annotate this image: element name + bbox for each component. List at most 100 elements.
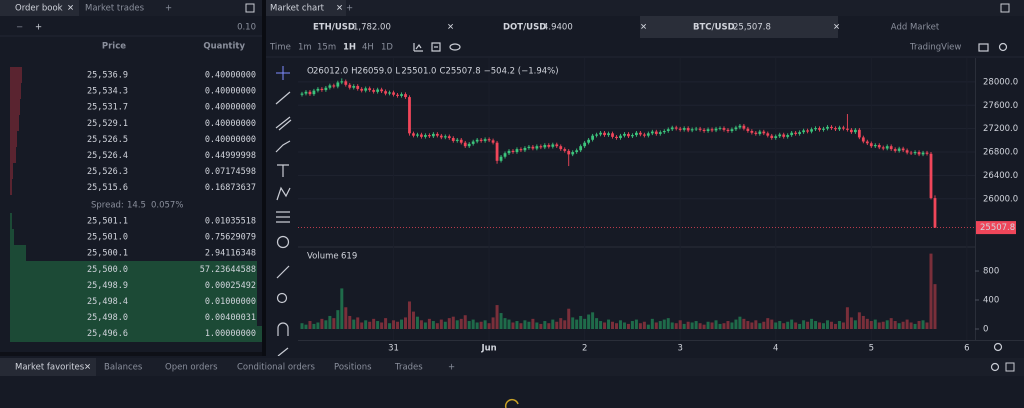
close-icon[interactable]: ✕ — [336, 4, 343, 14]
magnet-tool[interactable] — [277, 322, 289, 336]
close-icon[interactable]: ✕ — [84, 363, 91, 373]
candle-body — [595, 134, 598, 136]
camera-icon[interactable] — [978, 43, 989, 52]
chart-style[interactable]: TradingView — [909, 43, 961, 53]
active-tab[interactable] — [266, 0, 346, 16]
interval[interactable]: 1H — [343, 43, 356, 53]
volume-bar — [766, 318, 770, 329]
volume-bar — [571, 317, 575, 329]
close-icon[interactable]: ✕ — [833, 23, 840, 33]
candlestick-chart: 28000.0 27600.0 27200.0 26800.0 26400.0 26000… — [298, 58, 1018, 354]
volume-bar — [889, 318, 893, 329]
add-tab[interactable]: + — [448, 363, 455, 373]
maximize-icon[interactable] — [1005, 362, 1015, 372]
lock-tool[interactable] — [277, 347, 289, 357]
volume-bar — [583, 318, 587, 329]
bid-price: 25,498.0 — [87, 313, 128, 323]
candle-body — [591, 135, 595, 140]
candle-body — [682, 128, 686, 130]
volume-bar — [595, 318, 599, 329]
channel-tool[interactable] — [275, 116, 292, 131]
candle-body — [790, 132, 794, 136]
brush-tool[interactable] — [275, 140, 291, 153]
candle-body — [913, 152, 917, 154]
add-tab[interactable]: + — [165, 4, 172, 14]
candle-body — [316, 88, 320, 91]
candle-body — [674, 127, 678, 129]
candle-body — [559, 146, 563, 150]
candle-body — [694, 128, 698, 130]
interval[interactable]: Time — [269, 43, 291, 53]
candle-body — [599, 132, 602, 135]
market-symbol[interactable]: BTC/USD — [693, 23, 735, 33]
close-icon[interactable]: ✕ — [67, 4, 74, 14]
spread-percent: 0.057% — [151, 201, 183, 211]
active-market-tab[interactable] — [640, 16, 838, 38]
tab-order-book[interactable]: Order book — [15, 4, 63, 14]
candle-body — [826, 126, 829, 129]
volume-bar — [654, 322, 658, 329]
volume-bar — [483, 320, 487, 329]
ruler-tool[interactable] — [276, 265, 290, 279]
bottom-tab[interactable]: Balances — [104, 363, 143, 373]
fib-tool[interactable] — [276, 211, 290, 223]
step[interactable]: 0.10 — [237, 23, 256, 33]
volume-bar — [758, 323, 762, 329]
market-symbol[interactable]: DOT/USD — [503, 23, 546, 33]
bid-price: 25,498.9 — [87, 281, 128, 291]
add-market[interactable]: Add Market — [891, 23, 940, 33]
close-icon[interactable]: ✕ — [447, 23, 454, 33]
interval[interactable]: 15m — [317, 43, 336, 53]
indicator-icon[interactable] — [413, 43, 423, 52]
interval[interactable]: 4H — [362, 43, 374, 53]
candle-body — [479, 139, 483, 141]
active-tab[interactable] — [0, 358, 96, 376]
maximize-icon[interactable] — [1000, 3, 1010, 13]
emoji-tool[interactable] — [276, 235, 290, 249]
bid-price: 25,501.1 — [87, 217, 128, 227]
market-price[interactable]: 25,507.8 — [733, 23, 771, 33]
settings-icon[interactable] — [990, 362, 1000, 372]
volume-bar — [316, 322, 320, 329]
depth-bar — [10, 261, 257, 342]
line-tool[interactable] — [275, 91, 291, 105]
bottom-tab[interactable]: Open orders — [165, 363, 218, 373]
maximize-icon[interactable] — [245, 3, 255, 13]
candle-body — [447, 136, 451, 139]
bid-quantity: 2.94116348 — [205, 249, 256, 259]
bottom-tab[interactable]: Market favorites — [15, 363, 85, 373]
tab-market-chart[interactable]: Market chart — [270, 4, 325, 14]
interval[interactable]: 1D — [381, 43, 393, 53]
candle-body — [734, 127, 738, 130]
zoom-tool[interactable] — [276, 292, 288, 304]
volume-bar — [372, 318, 376, 329]
market-price[interactable]: 1,782.00 — [353, 23, 391, 33]
fx-icon[interactable] — [431, 42, 441, 52]
bottom-tab[interactable]: Trades — [394, 363, 423, 373]
market-price[interactable]: 4.9400 — [543, 23, 573, 33]
ask-depth — [10, 67, 22, 195]
tab-market-trades[interactable]: Market trades — [85, 4, 145, 14]
candle-body — [555, 144, 559, 147]
bottom-tab[interactable]: Positions — [334, 363, 372, 373]
settings-icon[interactable] — [998, 42, 1008, 52]
close-icon[interactable]: ✕ — [640, 23, 647, 33]
volume-bar — [913, 323, 917, 329]
active-tab[interactable] — [0, 0, 79, 16]
text-tool[interactable] — [277, 164, 289, 177]
crosshair-tool[interactable] — [276, 66, 290, 80]
candle-body — [774, 136, 778, 139]
volume-bar — [551, 319, 555, 329]
candle-body — [491, 140, 495, 143]
bottom-tab[interactable]: Conditional orders — [237, 363, 315, 373]
axis-settings-icon[interactable] — [993, 342, 1003, 352]
minus-button[interactable]: − — [16, 23, 23, 33]
interval[interactable]: 1m — [298, 43, 312, 53]
market-symbol[interactable]: ETH/USD — [313, 23, 355, 33]
add-tab[interactable]: + — [346, 4, 353, 14]
plus-button[interactable]: + — [35, 23, 42, 33]
eye-icon[interactable] — [449, 43, 461, 51]
volume-bar — [646, 324, 650, 329]
candle-body — [431, 133, 435, 137]
pattern-tool[interactable] — [276, 186, 291, 201]
